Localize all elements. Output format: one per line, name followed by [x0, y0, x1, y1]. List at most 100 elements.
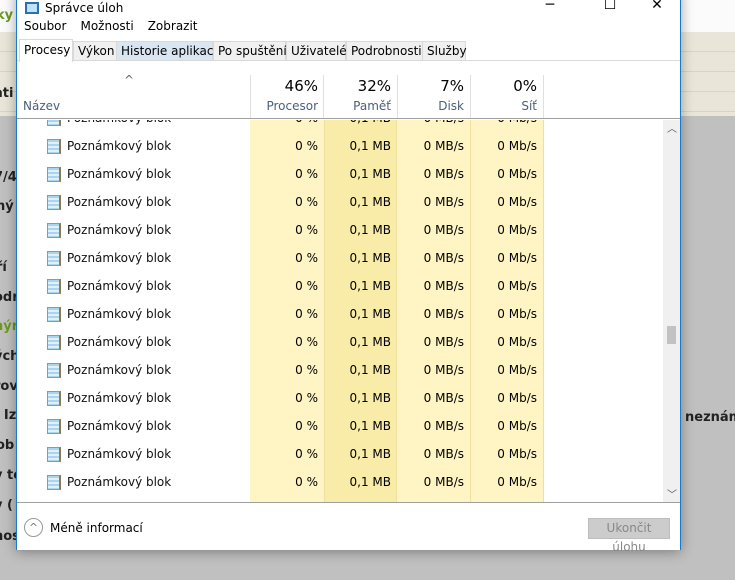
cpu-value: 0 % — [295, 447, 318, 461]
column-disk[interactable]: 7% Disk — [397, 75, 470, 118]
cpu-value: 0 % — [295, 139, 318, 153]
background-text-fragment: - Iz — [0, 408, 17, 423]
background-text-fragment: y ( — [0, 498, 13, 513]
process-name: Poznámkový blok — [67, 223, 172, 237]
tab-podrobnosti[interactable]: Podrobnosti — [346, 41, 423, 61]
chevron-up-icon[interactable]: ^ — [24, 518, 43, 537]
table-row[interactable]: Poznámkový blok 0 % 0,1 MB 0 MB/s 0 Mb/s — [17, 384, 663, 412]
table-row[interactable]: Poznámkový blok 0 % 0,1 MB 0 MB/s 0 Mb/s — [17, 440, 663, 468]
less-info-link[interactable]: Méně informací — [50, 521, 143, 535]
memory-value: 0,1 MB — [349, 251, 391, 265]
tab-procesy[interactable]: Procesy — [19, 39, 73, 62]
process-name: Poznámkový blok — [67, 279, 172, 293]
notepad-icon — [47, 167, 61, 182]
disk-value: 0 MB/s — [397, 120, 464, 125]
process-list: Poznámkový blok 0 % 0,1 MB 0 MB/s 0 Mb/s… — [17, 120, 663, 502]
table-row[interactable]: Poznámkový blok 0 % 0,1 MB 0 MB/s 0 Mb/s — [17, 328, 663, 356]
process-name: Poznámkový blok — [67, 475, 172, 489]
disk-value: 0 MB/s — [423, 223, 464, 237]
notepad-icon — [47, 447, 61, 462]
disk-value: 0 MB/s — [423, 335, 464, 349]
network-heat-column — [470, 120, 544, 502]
notepad-icon — [47, 475, 61, 490]
tab-sluzby[interactable]: Služby — [422, 41, 467, 61]
cpu-heat-column — [250, 120, 324, 502]
disk-value: 0 MB/s — [423, 363, 464, 377]
table-row[interactable]: Poznámkový blok 0 % 0,1 MB 0 MB/s 0 Mb/s — [17, 244, 663, 272]
column-header: ^ Název 46% Procesor 32% Paměť 7% Disk 0% Sí… — [17, 73, 680, 119]
network-value: 0 Mb/s — [497, 223, 537, 237]
background-text-fragment: ří — [0, 260, 7, 275]
scroll-up-icon[interactable]: ︿ — [667, 124, 677, 135]
notepad-icon — [47, 139, 61, 154]
column-name[interactable]: Název — [23, 99, 61, 113]
table-row[interactable]: Poznámkový blok 0 % 0,1 MB 0 MB/s 0 Mb/s — [17, 412, 663, 440]
notepad-icon — [47, 335, 61, 350]
disk-value: 0 MB/s — [423, 307, 464, 321]
memory-value: 0,1 MB — [349, 419, 391, 433]
memory-value: 0,1 MB — [349, 139, 391, 153]
disk-value: 0 MB/s — [423, 419, 464, 433]
process-name: Poznámkový blok — [67, 167, 172, 181]
menu-moznosti[interactable]: Možnosti — [80, 19, 134, 33]
tab-vykon[interactable]: Výkon — [73, 41, 117, 61]
menu-soubor[interactable]: Soubor — [24, 19, 67, 33]
column-cpu[interactable]: 46% Procesor — [250, 75, 324, 118]
network-value: 0 Mb/s — [497, 139, 537, 153]
cpu-value: 0 % — [295, 335, 318, 349]
table-row[interactable]: Poznámkový blok 0 % 0,1 MB 0 MB/s 0 Mb/s — [17, 356, 663, 384]
network-value: 0 Mb/s — [470, 120, 537, 125]
table-row[interactable]: Poznámkový blok 0 % 0,1 MB 0 MB/s 0 Mb/s — [17, 216, 663, 244]
disk-value: 0 MB/s — [423, 139, 464, 153]
background-text-fragment: ky — [0, 8, 14, 23]
notepad-icon — [47, 120, 61, 126]
memory-value: 0,1 MB — [324, 120, 391, 125]
column-network[interactable]: 0% Síť — [470, 75, 544, 118]
process-name: Poznámkový blok — [67, 419, 172, 433]
cpu-value: 0 % — [295, 391, 318, 405]
network-value: 0 Mb/s — [497, 195, 537, 209]
network-value: 0 Mb/s — [497, 363, 537, 377]
table-row[interactable]: Poznámkový blok 0 % 0,1 MB 0 MB/s 0 Mb/s — [17, 300, 663, 328]
background-text-fragment: neznám — [685, 410, 735, 425]
table-row[interactable]: Poznámkový blok 0 % 0,1 MB 0 MB/s 0 Mb/s — [17, 132, 663, 160]
process-name: Poznámkový blok — [67, 335, 172, 349]
maximize-button[interactable]: ☐ — [603, 0, 617, 13]
end-task-button[interactable]: Ukončit úlohu — [588, 518, 670, 554]
column-memory[interactable]: 32% Paměť — [323, 75, 397, 118]
memory-value: 0,1 MB — [349, 475, 391, 489]
disk-value: 0 MB/s — [423, 279, 464, 293]
table-row[interactable]: Poznámkový blok 0 % 0,1 MB 0 MB/s 0 Mb/s — [17, 272, 663, 300]
menu-zobrazit[interactable]: Zobrazit — [147, 19, 198, 33]
memory-value: 0,1 MB — [349, 195, 391, 209]
tab-po-spusteni[interactable]: Po spuštění — [213, 41, 287, 61]
background-text-fragment: rov — [0, 379, 18, 394]
network-value: 0 Mb/s — [497, 419, 537, 433]
process-name: Poznámkový blok — [67, 139, 172, 153]
footer: ^ Méně informací Ukončit úlohu — [17, 502, 680, 554]
close-button[interactable]: ✕ — [651, 0, 663, 13]
scrollbar-thumb[interactable] — [667, 326, 676, 344]
table-row[interactable]: Poznámkový blok 0 % 0,1 MB 0 MB/s 0 Mb/s — [17, 160, 663, 188]
notepad-icon — [47, 251, 61, 266]
notepad-icon — [47, 363, 61, 378]
table-row[interactable]: Poznámkový blok 0 % 0,1 MB 0 MB/s 0 Mb/s — [17, 120, 663, 132]
memory-value: 0,1 MB — [349, 447, 391, 461]
table-row[interactable]: Poznámkový blok 0 % 0,1 MB 0 MB/s 0 Mb/s — [17, 188, 663, 216]
cpu-value: 0 % — [295, 195, 318, 209]
tab-historie-aplikaci[interactable]: Historie aplikací — [116, 41, 217, 61]
memory-value: 0,1 MB — [349, 363, 391, 377]
tab-uzivatele[interactable]: Uživatelé — [286, 41, 347, 61]
background-text-fragment: nýr — [0, 319, 19, 334]
background-text-fragment: odr — [0, 290, 19, 305]
minimize-button[interactable]: ─ — [545, 0, 555, 13]
vertical-scrollbar[interactable]: ︿ ﹀ — [663, 120, 680, 502]
process-name: Poznámkový blok — [67, 363, 172, 377]
window-title: Správce úloh — [45, 1, 124, 15]
network-value: 0 Mb/s — [497, 167, 537, 181]
table-row[interactable]: Poznámkový blok 0 % 0,1 MB 0 MB/s 0 Mb/s — [17, 468, 663, 496]
cpu-value: 0 % — [295, 307, 318, 321]
scroll-down-icon[interactable]: ﹀ — [667, 490, 677, 501]
process-name: Poznámkový blok — [67, 447, 172, 461]
disk-value: 0 MB/s — [423, 391, 464, 405]
